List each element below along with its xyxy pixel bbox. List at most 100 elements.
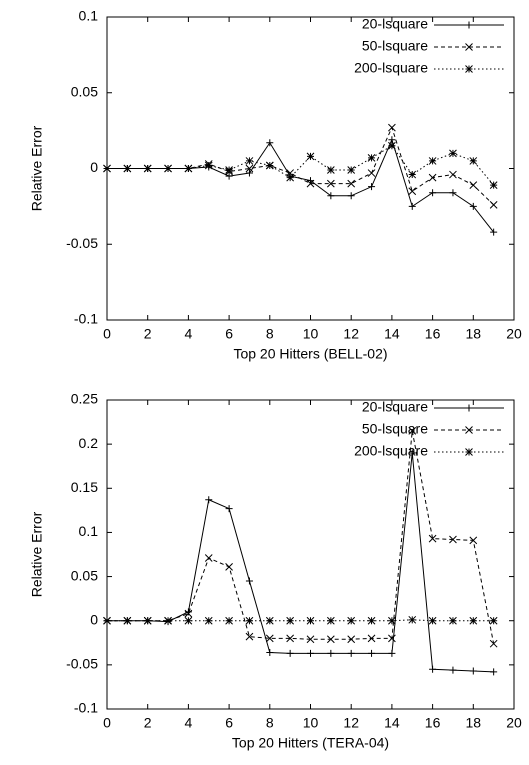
x-tick-label: 14 — [384, 715, 400, 731]
legend-label: 200-lsquare — [354, 60, 428, 76]
y-tick-label: 0.05 — [71, 83, 98, 99]
point-marker — [327, 649, 335, 657]
point-marker — [347, 166, 356, 174]
series-line — [107, 126, 494, 206]
point-marker — [143, 616, 152, 625]
y-axis-label: Relative Error — [29, 125, 45, 211]
y-tick-label: 0.1 — [79, 8, 99, 24]
y-tick-label: 0.1 — [79, 523, 99, 539]
y-tick-label: 0 — [90, 159, 98, 175]
x-tick-label: 6 — [225, 326, 233, 342]
y-tick-label: 0.05 — [71, 567, 98, 583]
point-marker — [469, 181, 478, 190]
legend-label: 50-lsquare — [362, 38, 428, 54]
point-marker — [408, 202, 416, 210]
point-marker — [164, 616, 172, 625]
point-marker — [245, 157, 254, 165]
x-axis-label: Top 20 Hitters (TERA-04) — [232, 735, 389, 751]
legend-marker — [465, 43, 473, 51]
x-tick-label: 6 — [225, 715, 233, 731]
point-marker — [489, 201, 498, 209]
point-marker — [204, 161, 213, 170]
point-marker — [449, 189, 457, 197]
y-tick-label: -0.1 — [74, 700, 98, 716]
y-tick-label: 0.2 — [79, 435, 99, 451]
x-tick-label: 4 — [185, 715, 193, 731]
legend-marker — [465, 448, 473, 456]
point-marker — [388, 141, 396, 150]
legend-marker — [465, 65, 473, 73]
point-marker — [103, 164, 111, 173]
point-marker — [265, 616, 274, 625]
point-marker — [388, 634, 396, 643]
point-marker — [326, 635, 335, 644]
point-marker — [306, 616, 315, 625]
legend-marker — [465, 426, 473, 434]
point-marker — [286, 649, 294, 657]
point-marker — [123, 616, 132, 625]
point-marker — [103, 616, 111, 625]
legend-label: 200-lsquare — [354, 443, 428, 459]
x-tick-label: 20 — [506, 326, 522, 342]
x-tick-label: 16 — [425, 715, 441, 731]
point-marker — [449, 616, 457, 625]
point-marker — [489, 639, 498, 648]
point-marker — [326, 616, 335, 625]
point-marker — [367, 634, 376, 643]
point-marker — [388, 649, 396, 657]
x-tick-label: 12 — [343, 715, 359, 731]
point-marker — [489, 616, 498, 625]
point-marker — [326, 166, 335, 174]
point-marker — [327, 192, 335, 200]
point-marker — [326, 179, 335, 188]
point-marker — [265, 634, 274, 643]
point-marker — [428, 157, 437, 165]
point-marker — [306, 635, 315, 644]
point-marker — [408, 449, 416, 457]
point-marker — [204, 616, 213, 625]
point-marker — [225, 172, 233, 180]
point-marker — [449, 149, 457, 158]
point-marker — [286, 634, 295, 643]
x-tick-label: 18 — [466, 326, 482, 342]
point-marker — [245, 169, 253, 177]
point-marker — [225, 616, 233, 625]
point-marker — [225, 166, 233, 174]
x-tick-label: 10 — [303, 326, 319, 342]
x-tick-label: 14 — [384, 326, 400, 342]
x-tick-label: 0 — [103, 326, 111, 342]
point-marker — [347, 192, 355, 200]
point-marker — [367, 169, 376, 177]
point-marker — [469, 667, 477, 675]
point-marker — [408, 187, 417, 196]
x-tick-label: 12 — [343, 326, 359, 342]
point-marker — [245, 577, 253, 585]
point-marker — [143, 164, 152, 173]
point-marker — [184, 609, 193, 618]
point-marker — [286, 173, 295, 182]
legend-label: 20-lsquare — [362, 16, 428, 32]
point-marker — [347, 635, 356, 644]
point-marker — [368, 183, 376, 191]
legend-label: 50-lsquare — [362, 421, 428, 437]
plot-frame — [106, 399, 515, 710]
point-marker — [347, 649, 355, 657]
point-marker — [184, 616, 193, 625]
x-tick-label: 8 — [266, 326, 274, 342]
point-marker — [184, 164, 193, 173]
point-marker — [245, 164, 254, 173]
legend-marker — [465, 404, 473, 412]
y-axis-label: Relative Error — [29, 511, 45, 597]
point-marker — [428, 616, 437, 625]
point-marker — [306, 179, 315, 188]
point-marker — [286, 616, 295, 625]
point-marker — [307, 649, 314, 657]
point-marker — [164, 164, 172, 173]
point-marker — [225, 505, 233, 513]
point-marker — [306, 152, 315, 161]
point-marker — [449, 666, 457, 674]
point-marker — [388, 123, 396, 132]
point-marker — [245, 616, 254, 625]
point-marker — [429, 665, 437, 673]
